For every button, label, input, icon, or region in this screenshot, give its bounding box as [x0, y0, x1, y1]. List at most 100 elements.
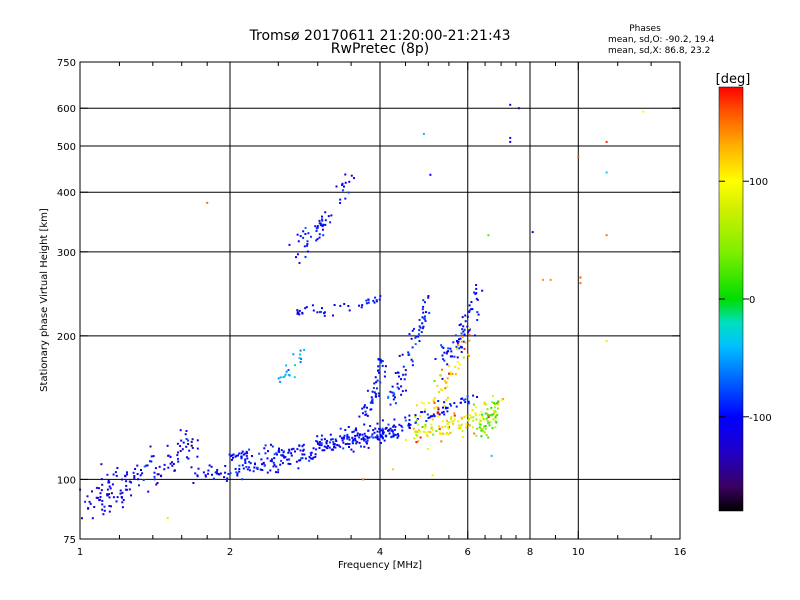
echo-point [417, 335, 420, 338]
echo-point [279, 376, 282, 379]
echo-point [414, 414, 417, 417]
echo-point [331, 448, 334, 451]
echo-point [264, 444, 267, 447]
echo-point [342, 441, 345, 444]
echo-point [377, 365, 380, 368]
echo-point [115, 500, 118, 503]
echo-point [267, 450, 269, 453]
echo-point [320, 438, 323, 441]
echo-point [269, 469, 272, 472]
echo-point [467, 419, 469, 422]
echo-point [347, 426, 350, 428]
echo-point [248, 466, 251, 469]
echo-point [157, 473, 160, 476]
echo-point [470, 301, 473, 303]
echo-point [215, 470, 218, 473]
echo-point [450, 416, 453, 418]
echo-point [442, 406, 444, 409]
echo-point [325, 441, 328, 444]
echo-point [401, 390, 404, 393]
echo-point [430, 423, 433, 426]
echo-point [296, 233, 299, 236]
echo-point [487, 234, 490, 237]
echo-point [424, 427, 427, 430]
echo-point [460, 332, 463, 335]
echo-point [207, 472, 209, 475]
echo-point [208, 464, 211, 467]
echo-point [318, 447, 321, 449]
echo-point [138, 484, 140, 487]
echo-point [496, 407, 499, 410]
echo-point [344, 173, 347, 176]
echo-point [480, 428, 483, 430]
echo-point [298, 357, 301, 359]
echo-point [549, 278, 552, 281]
echo-point [344, 181, 347, 184]
echo-point [373, 382, 376, 385]
echo-point [392, 391, 395, 394]
echo-point [101, 483, 104, 486]
echo-point [422, 402, 425, 405]
echo-point [429, 431, 432, 434]
grid-lines [80, 62, 680, 539]
echo-point [169, 462, 172, 465]
echo-point [493, 402, 495, 404]
echo-point [225, 480, 228, 482]
echo-point [377, 392, 380, 395]
echo-point [245, 450, 248, 453]
echo-point [485, 433, 488, 436]
echo-point [343, 185, 345, 188]
echo-point [261, 463, 263, 466]
echo-point [481, 428, 484, 431]
echo-point [458, 338, 460, 341]
echo-point [450, 417, 452, 420]
echo-point [196, 439, 199, 442]
echo-point [238, 452, 241, 455]
echo-point [414, 336, 417, 339]
echo-point [112, 496, 115, 499]
echo-point [169, 456, 172, 458]
echo-point [438, 425, 440, 428]
echo-point [136, 473, 139, 475]
echo-point [426, 435, 429, 438]
echo-point [330, 438, 333, 441]
echo-point [462, 330, 465, 333]
echo-point [491, 427, 494, 430]
echo-point [459, 345, 462, 348]
echo-point [412, 427, 415, 430]
echo-point [246, 452, 249, 455]
echo-point [411, 360, 414, 363]
echo-point [333, 443, 336, 445]
echo-point [306, 243, 309, 245]
echo-point [100, 478, 103, 481]
echo-point [241, 478, 244, 481]
echo-point [490, 454, 493, 457]
echo-point [142, 479, 145, 481]
echo-point [185, 445, 188, 448]
echo-point [491, 413, 494, 416]
echo-point [432, 433, 435, 436]
echo-point [332, 314, 334, 317]
echo-point [119, 492, 122, 495]
echo-point [153, 475, 156, 478]
y-axis-label: Stationary phase Virtual Height [km] [39, 208, 50, 392]
echo-point [284, 373, 287, 376]
echo-point [397, 434, 400, 437]
echo-point [408, 333, 411, 335]
echo-point [240, 457, 243, 460]
echo-point [366, 406, 368, 409]
echo-point [427, 417, 430, 419]
echo-point [179, 450, 182, 452]
echo-point [184, 433, 187, 436]
echo-point [121, 496, 123, 499]
echo-point [318, 442, 321, 445]
echo-point [87, 507, 90, 510]
echo-point [375, 395, 378, 398]
echo-point [474, 414, 477, 416]
echo-point [421, 411, 424, 413]
echo-point [494, 419, 497, 422]
echo-point [230, 454, 232, 457]
echo-point [275, 465, 278, 468]
echo-point [376, 437, 379, 439]
echo-point [404, 369, 407, 372]
